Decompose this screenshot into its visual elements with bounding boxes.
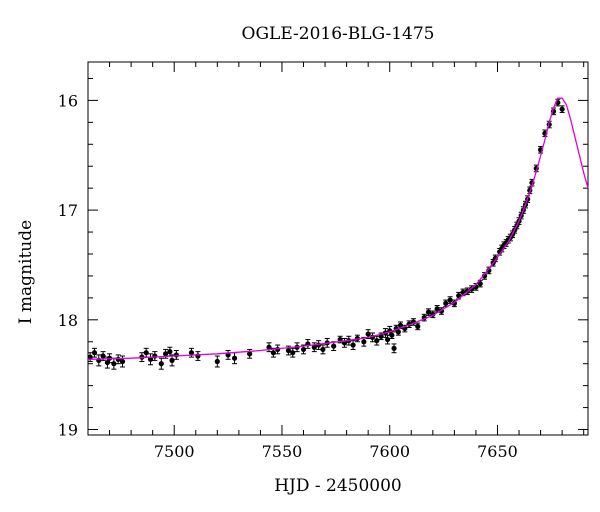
data-point xyxy=(231,355,238,361)
data-point xyxy=(247,351,253,357)
data-point xyxy=(374,338,380,344)
y-tick-label: 19 xyxy=(58,421,78,440)
data-point xyxy=(266,344,272,350)
data-point xyxy=(290,350,296,356)
data-point xyxy=(285,347,292,354)
data-point xyxy=(311,344,317,350)
axis-ticks xyxy=(87,62,588,435)
data-point xyxy=(188,350,195,356)
data-point xyxy=(87,354,93,360)
data-point xyxy=(331,343,337,349)
data-point xyxy=(365,331,371,337)
data-point xyxy=(481,273,488,279)
data-point xyxy=(486,267,492,274)
data-point xyxy=(111,361,117,367)
model-curve xyxy=(87,97,589,360)
data-point xyxy=(391,345,397,351)
data-point xyxy=(559,106,565,112)
data-point xyxy=(477,281,483,287)
data-point xyxy=(100,353,106,359)
data-point xyxy=(300,346,307,353)
data-point xyxy=(119,358,126,365)
y-tick-label: 17 xyxy=(58,201,78,220)
data-points xyxy=(87,99,565,367)
error-bars xyxy=(87,98,565,370)
plot-frame xyxy=(87,61,589,436)
data-point xyxy=(350,342,356,348)
data-point xyxy=(162,351,169,357)
data-point xyxy=(415,323,421,329)
data-point xyxy=(143,350,149,356)
x-tick-label: 7500 xyxy=(154,442,195,461)
data-point xyxy=(320,346,326,353)
x-tick-label: 7600 xyxy=(369,442,410,461)
data-point xyxy=(443,300,449,306)
data-point xyxy=(384,336,391,343)
data-point xyxy=(447,297,453,303)
data-point xyxy=(361,339,367,345)
y-tick-label: 16 xyxy=(58,91,78,110)
data-point xyxy=(397,322,404,328)
data-point xyxy=(152,353,158,359)
x-tick-label: 7650 xyxy=(477,442,518,461)
data-point xyxy=(425,309,432,315)
data-point xyxy=(158,361,164,367)
data-point xyxy=(147,356,154,362)
data-point xyxy=(167,349,173,355)
data-point xyxy=(214,358,220,365)
data-point xyxy=(389,332,395,338)
data-point xyxy=(91,350,98,356)
data-point xyxy=(169,357,175,363)
data-point xyxy=(492,255,498,261)
data-point xyxy=(395,329,401,335)
axis-tick-labels: 7500 7550 7600 7650 16 17 18 19 xyxy=(58,91,518,461)
data-point xyxy=(173,352,179,358)
data-point xyxy=(434,306,440,312)
data-point xyxy=(104,359,110,366)
data-point xyxy=(270,350,276,356)
chart-title: OGLE-2016-BLG-1475 xyxy=(241,24,435,44)
x-tick-label: 7550 xyxy=(262,442,303,461)
x-axis-label: HJD - 2450000 xyxy=(274,476,402,496)
y-tick-label: 18 xyxy=(58,311,78,330)
